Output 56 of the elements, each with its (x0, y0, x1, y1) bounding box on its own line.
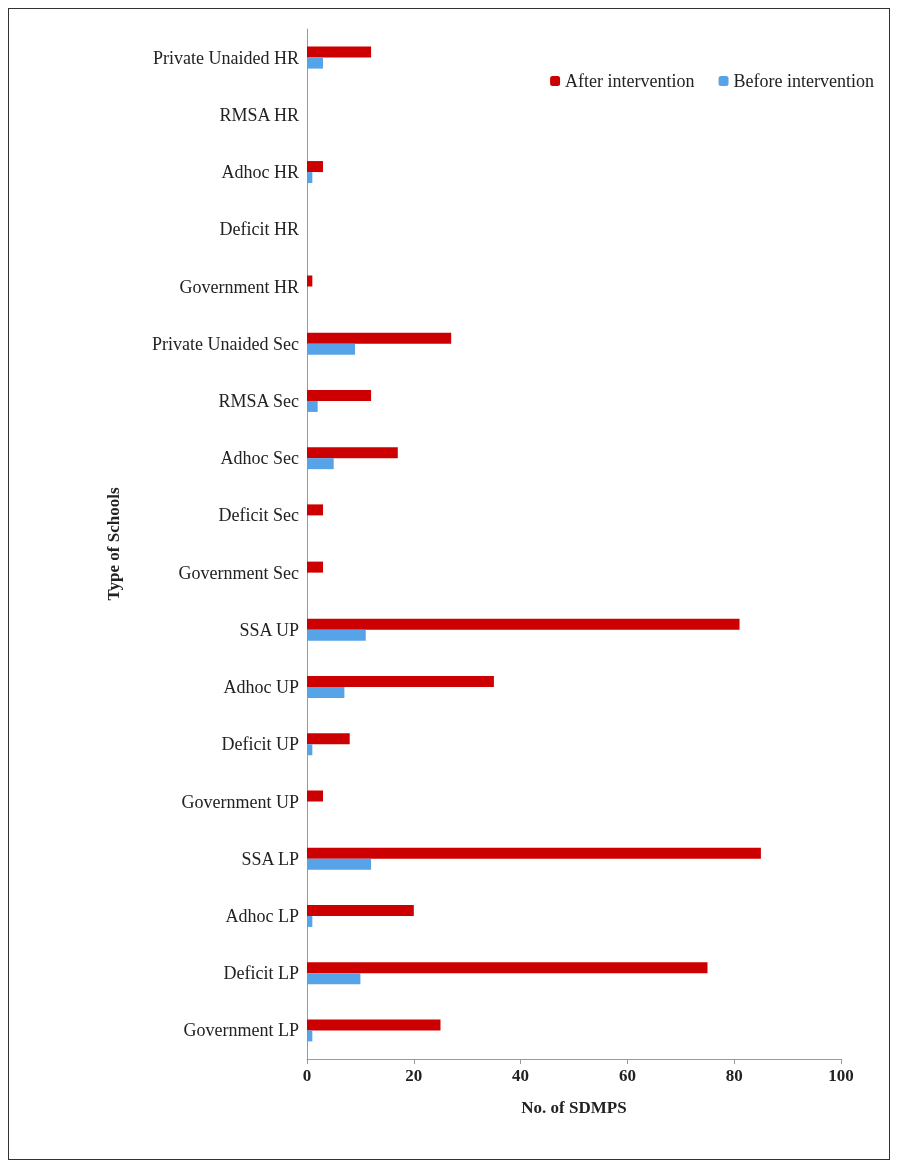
bar (307, 46, 372, 58)
x-tick-label: 20 (405, 1066, 423, 1085)
bar (307, 904, 414, 916)
bar (307, 561, 324, 573)
y-tick-label: Adhoc UP (223, 677, 299, 698)
bar (307, 275, 313, 287)
y-tick-label: Deficit HR (219, 219, 299, 240)
y-tick-label: Government HR (179, 276, 299, 297)
x-axis-title: No. of SDMPS (521, 1098, 627, 1117)
bar (307, 447, 398, 459)
bar (307, 400, 318, 412)
bar (307, 676, 494, 688)
bar (307, 332, 452, 344)
bar (307, 343, 356, 355)
x-tick-label: 60 (618, 1066, 636, 1085)
y-tick-label: Government Sec (178, 562, 299, 583)
bar (307, 790, 324, 802)
bar (307, 57, 324, 69)
bar (307, 687, 345, 699)
legend-label: Before intervention (733, 71, 874, 91)
bar (307, 172, 313, 184)
y-tick-label: Government UP (181, 791, 299, 812)
y-tick-label: SSA UP (239, 619, 299, 640)
bar (307, 629, 366, 641)
bar (307, 1030, 313, 1042)
x-tick-label: 0 (302, 1066, 312, 1085)
bar (307, 1019, 441, 1031)
bar (307, 504, 324, 516)
y-tick-label: Adhoc HR (221, 162, 299, 183)
y-tick-label: Adhoc Sec (220, 448, 299, 469)
y-tick-label: Private Unaided Sec (152, 333, 300, 354)
y-tick-label: RMSA Sec (218, 390, 299, 411)
y-tick-label: Deficit Sec (218, 505, 300, 526)
x-tick-label: 40 (512, 1066, 530, 1085)
bar (307, 618, 740, 630)
y-tick-label: SSA LP (241, 848, 299, 869)
bar (307, 962, 708, 974)
bar (307, 847, 761, 859)
legend-label: After intervention (565, 71, 695, 91)
bar (307, 915, 313, 927)
y-tick-label: Government LP (183, 1020, 299, 1041)
bar (307, 389, 372, 401)
y-tick-label: RMSA HR (219, 104, 299, 125)
x-tick-label: 80 (725, 1066, 743, 1085)
bar (307, 161, 324, 173)
bar (307, 858, 372, 870)
y-axis-title: Type of Schools (104, 487, 123, 601)
bar (307, 733, 350, 745)
y-tick-label: Private Unaided HR (153, 47, 299, 68)
bar (307, 973, 361, 985)
bar (307, 744, 313, 756)
x-tick-label: 100 (828, 1066, 854, 1085)
y-tick-label: Deficit LP (223, 963, 299, 984)
y-tick-label: Deficit UP (221, 734, 299, 755)
y-tick-label: Adhoc LP (225, 905, 299, 926)
bar (307, 458, 334, 470)
